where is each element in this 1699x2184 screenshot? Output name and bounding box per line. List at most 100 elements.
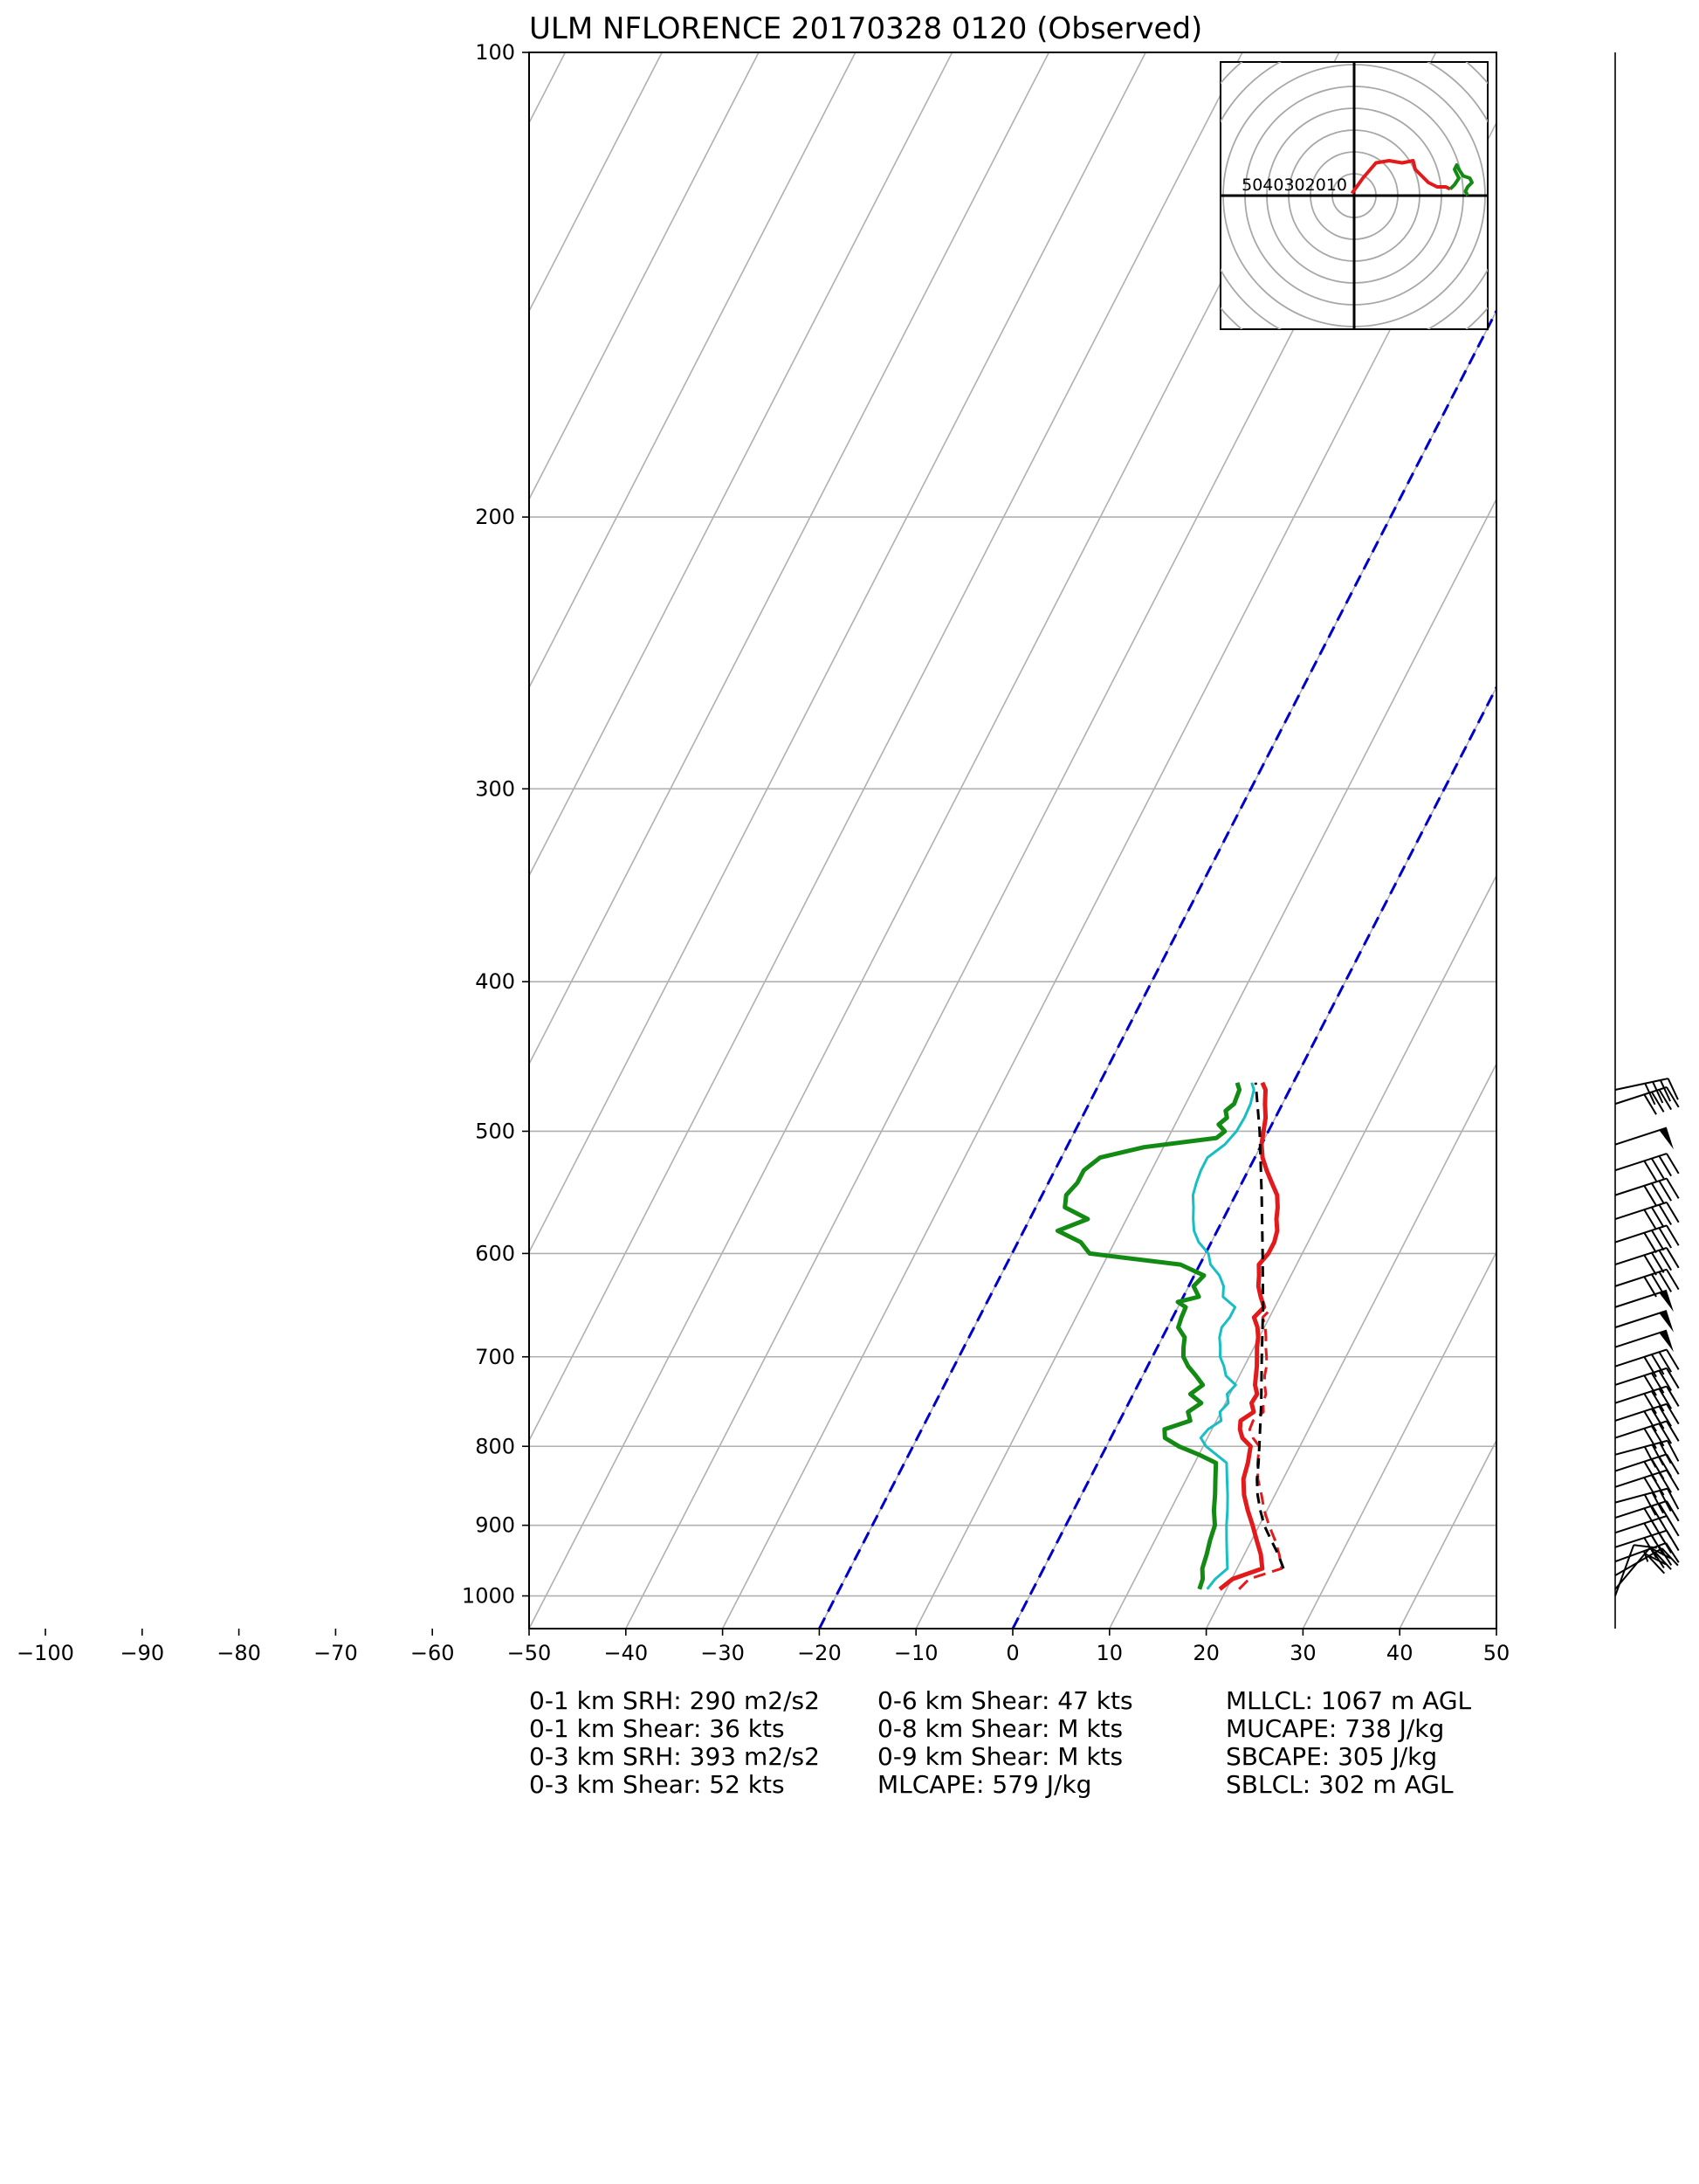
isotherm-gridline [529,52,1050,1066]
x-tick-label: −10 [894,1641,939,1665]
parcel-profile [1254,1082,1285,1569]
barb-feather [1643,1185,1657,1207]
barb-half-feather [1642,1550,1649,1562]
barb-feather [1643,1254,1657,1276]
barb-feather [1659,1442,1672,1464]
barb-shaft [1614,1367,1668,1386]
wind-barb [1614,1153,1680,1182]
barb-feather [1643,1232,1657,1254]
barb-feather [1651,1492,1664,1514]
isotherm-gridline [529,52,760,501]
barb-feather [1643,1393,1657,1415]
barb-shaft [1614,1329,1668,1348]
barb-feather [1650,1372,1665,1394]
index-line: SBLCL: 302 m AGL [1226,1770,1454,1799]
wind-barb [1614,1420,1680,1450]
barb-feather [1650,1408,1665,1430]
x-tick-label: −60 [410,1641,455,1665]
barb-feather [1666,1269,1680,1291]
barb-feather [1643,1276,1657,1298]
barb-shaft [1614,1547,1651,1590]
x-tick-label: 50 [1483,1641,1510,1665]
isotherm-gridline [529,52,1146,1254]
barb-feather [1658,1271,1673,1292]
y-tick-label: 400 [475,969,515,994]
x-tick-label: −90 [120,1641,164,1665]
y-tick-label: 200 [475,505,515,529]
barb-feather [1658,1388,1673,1409]
barb-feather [1658,1423,1673,1444]
barb-feather [1650,1273,1665,1295]
barb-feather [1644,1083,1656,1106]
barb-feather [1650,1390,1665,1412]
barb-feather [1666,1348,1680,1370]
barb-shaft [1614,1224,1668,1244]
barb-flag [1659,1330,1674,1353]
index-line: SBCAPE: 305 J/kg [1226,1742,1437,1771]
x-tick-label: −70 [313,1641,358,1665]
isotherm-gridline [915,497,1496,1629]
barb-feather [1643,1093,1657,1115]
barb-shaft [1614,1126,1668,1146]
hodograph-ring-labels: 5040302010 [1242,176,1347,195]
barb-feather [1658,1370,1673,1391]
wind-barb [1614,1289,1674,1312]
barb-feather [1658,1227,1673,1249]
barb-feather [1650,1505,1665,1526]
barb-feather [1643,1356,1657,1378]
wind-barb [1614,1348,1680,1378]
isotherm-gridline [0,52,275,1629]
temperature-profile [1218,1081,1280,1591]
isotherm-gridline [529,52,856,689]
isotherm-gridline [529,52,953,878]
barb-feather [1650,1158,1665,1179]
barb-feather [1666,1086,1680,1108]
barb-feather [1666,1368,1680,1389]
reference-dashed-line [818,307,1496,1629]
wind-barb [1614,1078,1679,1106]
barb-feather [1658,1204,1673,1226]
x-tick-label: −30 [700,1641,745,1665]
isotherm-gridline [529,52,1340,1629]
barb-feather [1666,1500,1680,1522]
barb-feather [1661,1547,1679,1567]
barb-feather [1658,1180,1673,1202]
isotherm-gridline [1109,874,1496,1629]
barb-feather [1666,1177,1680,1199]
barb-feather [1651,1443,1664,1466]
sounding-indices: 0-1 km SRH: 290 m2/s20-1 km Shear: 36 kt… [529,1686,1472,1799]
barb-feather [1643,1537,1657,1559]
index-line: MLLCL: 1067 m AGL [1226,1686,1472,1715]
barb-feather [1666,1420,1680,1442]
barb-shaft [1614,1385,1668,1404]
wind-barb [1614,1329,1674,1353]
barb-feather [1650,1206,1665,1228]
wind-barb [1614,1246,1680,1276]
barb-shaft [1614,1529,1668,1548]
wind-barb [1614,1385,1680,1415]
x-tick-label: 30 [1290,1641,1317,1665]
index-line: 0-1 km Shear: 36 kts [529,1714,785,1743]
barb-shaft [1614,1515,1668,1534]
barb-feather [1643,1507,1657,1529]
y-tick-label: 700 [475,1345,515,1369]
y-tick-label: 100 [475,40,515,65]
barb-feather [1643,1461,1657,1483]
barb-feather [1667,1078,1679,1100]
barb-feather [1667,1440,1680,1462]
barb-feather [1643,1374,1657,1396]
isotherm-gridline [529,52,663,313]
isotherm-gridline [529,52,1243,1443]
wind-barb [1614,1268,1680,1298]
barb-feather [1652,1081,1664,1104]
index-line: 0-3 km Shear: 52 kts [529,1770,785,1799]
x-tick-label: −80 [217,1641,261,1665]
barb-feather [1666,1153,1680,1175]
barb-feather [1659,1079,1672,1102]
wind-barb [1614,1126,1674,1150]
x-tick-label: −100 [17,1641,74,1665]
index-line: 0-9 km Shear: M kts [877,1742,1123,1771]
barb-feather [1667,1488,1680,1510]
barb-shaft [1614,1177,1668,1196]
hodograph-trace [1448,163,1474,196]
